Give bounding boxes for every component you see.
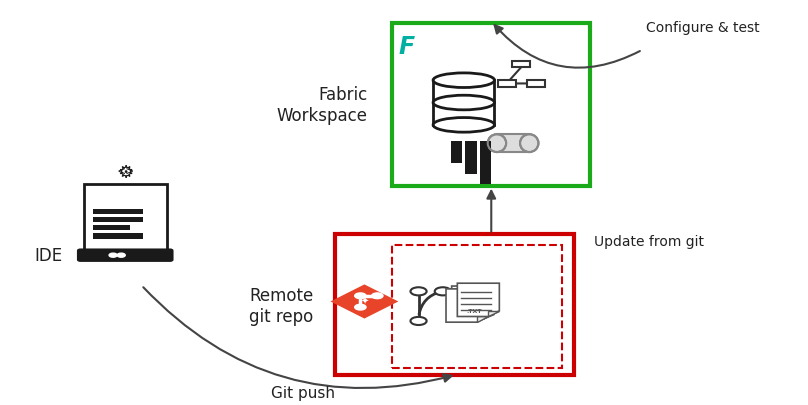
- FancyBboxPatch shape: [498, 81, 516, 87]
- Circle shape: [109, 254, 117, 258]
- Polygon shape: [488, 311, 499, 317]
- Ellipse shape: [433, 74, 494, 88]
- Circle shape: [117, 254, 125, 258]
- FancyBboxPatch shape: [94, 217, 144, 223]
- Polygon shape: [482, 314, 494, 320]
- Circle shape: [410, 288, 427, 296]
- Polygon shape: [457, 284, 499, 317]
- Circle shape: [372, 293, 383, 299]
- Text: F: F: [398, 34, 415, 59]
- Text: Remote
git repo: Remote git repo: [249, 286, 314, 325]
- FancyBboxPatch shape: [78, 250, 173, 261]
- Text: Configure & test: Configure & test: [646, 21, 760, 35]
- FancyBboxPatch shape: [94, 226, 129, 231]
- Text: Fabric
Workspace: Fabric Workspace: [276, 86, 368, 125]
- Text: Git push: Git push: [271, 386, 335, 400]
- Polygon shape: [477, 317, 488, 322]
- Text: ✦: ✦: [360, 296, 368, 306]
- Text: .TXT: .TXT: [466, 308, 482, 313]
- Ellipse shape: [520, 135, 538, 153]
- Text: Update from git: Update from git: [594, 234, 704, 248]
- Text: IDE: IDE: [35, 246, 62, 264]
- FancyBboxPatch shape: [465, 142, 477, 174]
- Ellipse shape: [433, 118, 494, 133]
- FancyBboxPatch shape: [335, 235, 574, 375]
- FancyBboxPatch shape: [512, 62, 530, 68]
- FancyBboxPatch shape: [480, 142, 491, 184]
- Text: >: >: [125, 166, 133, 179]
- FancyBboxPatch shape: [94, 209, 144, 215]
- Text: ⚙: ⚙: [117, 163, 133, 181]
- FancyBboxPatch shape: [527, 81, 545, 87]
- FancyBboxPatch shape: [497, 135, 529, 153]
- FancyBboxPatch shape: [84, 185, 167, 253]
- FancyBboxPatch shape: [451, 142, 462, 164]
- Ellipse shape: [433, 96, 494, 111]
- FancyBboxPatch shape: [392, 24, 590, 186]
- Ellipse shape: [488, 135, 506, 153]
- Circle shape: [410, 317, 427, 325]
- Circle shape: [355, 293, 366, 299]
- Circle shape: [435, 288, 451, 296]
- Polygon shape: [452, 286, 494, 320]
- FancyBboxPatch shape: [94, 234, 144, 239]
- Circle shape: [355, 305, 366, 310]
- Polygon shape: [330, 285, 398, 319]
- Text: <: <: [118, 166, 125, 179]
- Polygon shape: [446, 289, 488, 322]
